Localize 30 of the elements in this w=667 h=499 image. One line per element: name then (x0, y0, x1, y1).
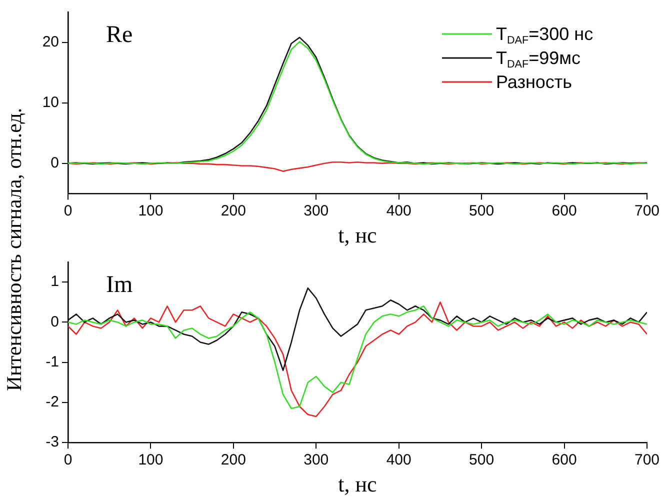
x-tick-label: 200 (220, 452, 246, 469)
y-tick-label: 1 (50, 273, 59, 290)
y-tick-label: 20 (42, 33, 59, 50)
y-tick-label: -3 (46, 434, 59, 451)
x-tick-label: 700 (634, 202, 660, 220)
x-tick-label: 400 (386, 202, 412, 220)
x-axis-title: t, нс (338, 222, 378, 248)
x-tick-label: 0 (64, 452, 72, 469)
x-tick-label: 300 (304, 452, 329, 469)
x-tick-label: 400 (386, 452, 412, 469)
x-tick-label: 100 (138, 202, 164, 220)
y-tick-label: -1 (46, 353, 59, 370)
y-axis-title: Интенсивность сигнала, отн.ед. (2, 108, 28, 392)
legend-label: Разность (496, 72, 572, 92)
x-tick-label: 100 (138, 452, 164, 469)
x-tick-label: 500 (469, 452, 494, 469)
x-tick-label: 0 (64, 202, 72, 220)
x-axis-title: t, нс (338, 472, 378, 497)
x-tick-label: 500 (469, 202, 494, 220)
y-tick-label: -2 (46, 394, 59, 411)
x-tick-label: 600 (552, 202, 577, 220)
y-tick-label: 0 (50, 154, 59, 172)
x-tick-label: 600 (552, 452, 577, 469)
x-tick-label: 200 (220, 202, 246, 220)
annotation: Im (106, 272, 133, 298)
x-tick-label: 300 (304, 202, 329, 220)
y-tick-label: 0 (50, 313, 59, 330)
annotation: Re (106, 22, 133, 48)
y-tick-label: 10 (42, 94, 59, 111)
x-tick-label: 700 (634, 452, 660, 469)
